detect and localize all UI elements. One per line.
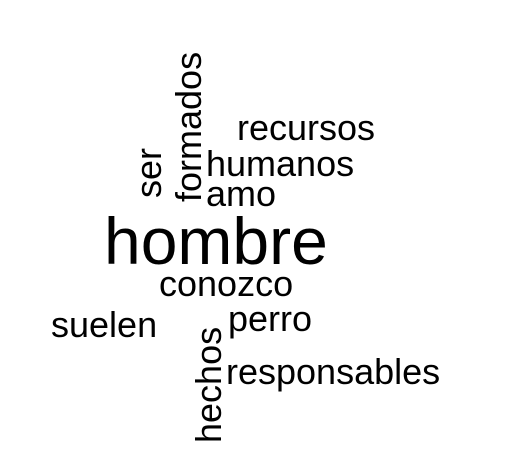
- word-responsables: responsables: [226, 351, 441, 392]
- word-suelen: suelen: [51, 304, 158, 345]
- word-amo: amo: [206, 173, 277, 214]
- word-ser: ser: [128, 147, 169, 198]
- word-conozco: conozco: [159, 263, 294, 304]
- word-recursos: recursos: [237, 107, 376, 148]
- word-hechos: hechos: [188, 326, 229, 443]
- word-humanos: humanos: [206, 143, 355, 184]
- word-perro: perro: [228, 298, 313, 339]
- word-formados: formados: [168, 51, 209, 202]
- word-hombre: hombre: [104, 204, 328, 278]
